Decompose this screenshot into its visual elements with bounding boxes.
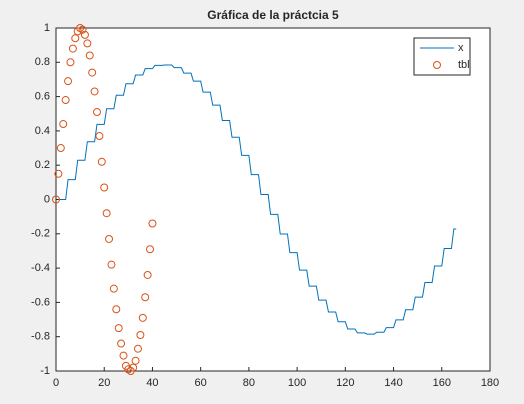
marker [52,195,60,204]
marker [112,305,121,314]
marker [119,351,128,360]
y-tick-label: 1 [44,22,50,34]
chart-title: Gráfica de la práctcia 5 [207,8,339,22]
marker [80,30,89,39]
x-tick-label: 180 [481,377,499,389]
marker [102,209,111,218]
x-tick-label: 20 [98,377,110,389]
marker [141,293,150,302]
marker [138,313,147,322]
marker [148,219,157,228]
marker [64,77,73,86]
marker [124,365,133,374]
marker [136,330,145,339]
marker [71,34,80,43]
marker [56,144,65,153]
marker [61,96,70,105]
marker [131,356,140,365]
marker [107,260,116,269]
marker [105,234,114,243]
marker [66,58,75,67]
marker [59,120,68,129]
y-tick-label: 0 [44,193,50,205]
legend-box [413,37,471,76]
marker [90,87,99,96]
marker [109,284,118,293]
x-tick-label: 0 [53,377,59,389]
marker [95,132,104,141]
legend-symbol [433,61,441,69]
marker [78,25,87,34]
marker [100,183,109,192]
y-tick-label: 0.6 [35,91,50,103]
marker [114,324,123,333]
x-tick-label: 40 [146,377,158,389]
marker [76,24,85,32]
marker [83,39,92,48]
plot-area [55,27,491,372]
x-tick-label: 140 [384,377,402,389]
marker [88,68,97,77]
y-tick-label: -0.6 [31,296,50,308]
marker [97,157,106,166]
marker [146,245,155,254]
marker [54,169,63,178]
x-tick-label: 160 [433,377,451,389]
marker [143,270,152,279]
legend-label: tbl [458,59,470,71]
y-tick-label: -0.4 [31,262,50,274]
x-tick-label: 60 [195,377,207,389]
y-tick-label: -0.8 [31,331,50,343]
marker [133,344,142,353]
line-series [58,64,457,335]
y-tick-label: 0.2 [35,159,50,171]
marker [92,108,101,117]
marker [129,363,138,372]
x-tick-label: 80 [243,377,255,389]
marker [117,339,126,348]
legend-label: x [458,42,464,54]
y-tick-label: 0.8 [35,56,50,68]
y-tick-label: 0.4 [35,125,50,137]
x-tick-label: 120 [336,377,354,389]
marker [85,51,94,60]
y-tick-label: -1 [40,365,50,377]
y-tick-label: -0.2 [31,228,50,240]
x-tick-label: 100 [288,377,306,389]
marker [68,44,77,53]
